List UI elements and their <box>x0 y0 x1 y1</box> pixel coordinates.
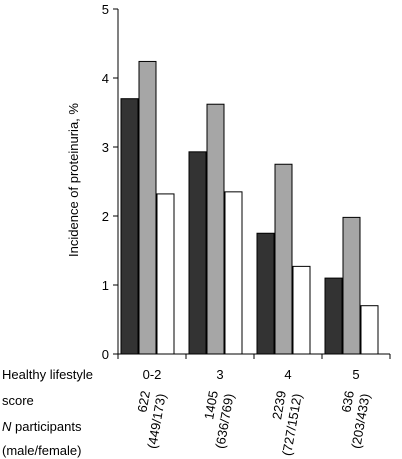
y-tick-label: 5 <box>102 2 109 17</box>
participants-text: participants <box>11 419 82 434</box>
y-tick-label: 1 <box>102 278 109 293</box>
n-italic: N <box>2 419 12 434</box>
x-category-label: 3 <box>216 367 223 382</box>
n-total: 2239 <box>269 390 289 421</box>
n-participants-label: 622(449/173) <box>134 390 168 450</box>
n-total: 1405 <box>201 390 221 421</box>
y-axis-label: Incidence of proteinuria, % <box>66 103 81 257</box>
bar <box>256 232 275 355</box>
bar <box>274 163 293 355</box>
bar <box>292 265 311 355</box>
bar <box>206 103 225 355</box>
bar <box>120 98 139 355</box>
n-participants-label: 2239(727/1512) <box>269 390 305 457</box>
y-tick-label: 2 <box>102 209 109 224</box>
bar <box>138 60 157 355</box>
bar <box>224 191 243 355</box>
x-category-label: 4 <box>284 367 291 382</box>
x-category-label: 0-2 <box>143 367 162 382</box>
x-category-label: 5 <box>352 367 359 382</box>
y-tick-label: 0 <box>102 347 109 362</box>
bar <box>324 277 343 355</box>
n-participants-label: 636(203/433) <box>338 390 372 450</box>
bar <box>188 151 207 355</box>
n-total: 636 <box>338 390 357 414</box>
y-tick-label: 3 <box>102 140 109 155</box>
bar <box>342 216 361 355</box>
bars <box>120 60 379 355</box>
n-total: 622 <box>134 390 153 414</box>
bar <box>156 193 175 355</box>
row-label-score-line2: score <box>2 393 34 408</box>
row-label-n-line2: (male/female) <box>2 443 81 458</box>
bar <box>360 305 379 355</box>
row-label-score-line1: Healthy lifestyle <box>2 367 93 382</box>
n-participants-label: 1405(636/769) <box>201 390 237 450</box>
y-tick-label: 4 <box>102 71 109 86</box>
labels: 0 1 2 3 4 5 0-2 622(449/173) 3 1405(636/769) 4 2239… <box>102 2 373 457</box>
row-label-n-line1: N participants <box>2 419 82 434</box>
